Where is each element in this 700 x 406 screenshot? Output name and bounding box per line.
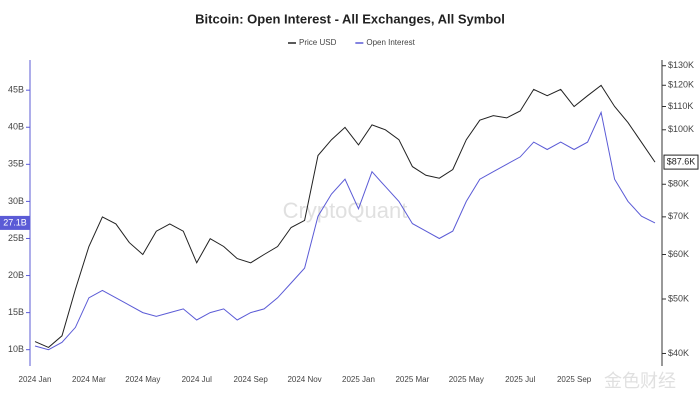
x-tick-label: 2025 Mar bbox=[395, 375, 429, 384]
y2-tick-label: $110K bbox=[668, 101, 693, 111]
y-tick-label: 35B bbox=[8, 159, 24, 169]
y2-tick-label: $80K bbox=[668, 179, 689, 189]
legend-label: Open Interest bbox=[366, 38, 415, 47]
x-tick-label: 2024 May bbox=[125, 375, 160, 384]
x-tick-label: 2024 Nov bbox=[287, 375, 321, 384]
y2-tick-label: $60K bbox=[668, 249, 689, 259]
y2-tick-label: $70K bbox=[668, 211, 689, 221]
x-tick-label: 2024 Mar bbox=[72, 375, 106, 384]
y-tick-label: 40B bbox=[8, 122, 24, 132]
y2-tick-label: $40K bbox=[668, 348, 689, 358]
chart-title: Bitcoin: Open Interest - All Exchanges, … bbox=[195, 11, 505, 26]
value-badge-label: 27.1B bbox=[3, 217, 27, 227]
value-badge-label: $87.6K bbox=[667, 156, 696, 166]
y2-tick-label: $120K bbox=[668, 80, 694, 90]
y2-tick-label: $130K bbox=[668, 60, 694, 70]
value-badge bbox=[0, 215, 30, 230]
series-line bbox=[34, 84, 656, 348]
y-tick-label: 15B bbox=[8, 307, 24, 317]
legend-label: Price USD bbox=[299, 38, 337, 47]
y2-tick-label: $50K bbox=[668, 293, 689, 303]
x-tick-label: 2024 Jan bbox=[19, 375, 52, 384]
x-tick-label: 2025 Jul bbox=[505, 375, 535, 384]
y2-tick-label: $100K bbox=[668, 124, 694, 134]
y-tick-label: 10B bbox=[8, 344, 24, 354]
value-badge bbox=[663, 154, 699, 170]
x-tick-label: 2025 May bbox=[449, 375, 484, 384]
x-tick-label: 2024 Sep bbox=[234, 375, 269, 384]
x-tick-label: 2025 Sep bbox=[557, 375, 592, 384]
x-tick-label: 2025 Jan bbox=[342, 375, 375, 384]
series-line bbox=[34, 110, 656, 351]
y-tick-label: 30B bbox=[8, 196, 24, 206]
source-watermark: 金色财经 bbox=[604, 371, 676, 391]
watermark: CryptoQuant bbox=[283, 198, 408, 223]
y-tick-label: 20B bbox=[8, 270, 24, 280]
x-tick-label: 2024 Jul bbox=[182, 375, 212, 384]
y-tick-label: 45B bbox=[8, 85, 24, 95]
y-tick-label: 25B bbox=[8, 233, 24, 243]
